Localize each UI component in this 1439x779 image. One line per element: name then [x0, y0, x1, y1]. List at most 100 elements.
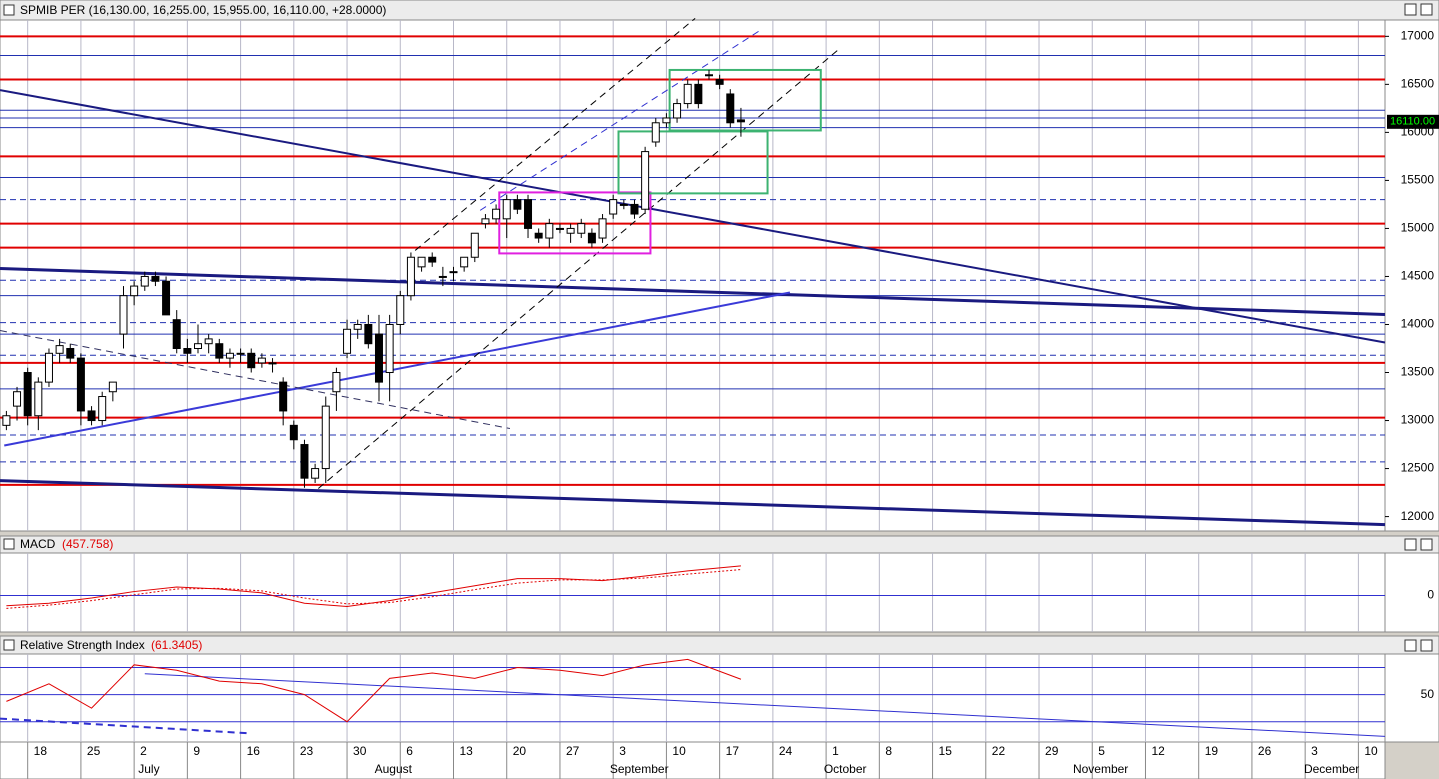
macd-value: (457.758): [62, 537, 113, 551]
candle-body: [311, 468, 320, 479]
candle-body: [460, 256, 469, 268]
month-label: September: [610, 762, 669, 776]
close-button[interactable]: [1420, 639, 1433, 652]
candle-body: [566, 227, 575, 234]
rsi-header: [0, 635, 1439, 655]
rsi-axis: [1384, 653, 1439, 743]
candle-body: [438, 275, 447, 278]
candle-body: [662, 117, 671, 124]
x-tick-label: 12: [1151, 744, 1165, 758]
rsi-value: (61.3405): [151, 638, 202, 652]
candle-body: [609, 199, 618, 215]
candle-body: [630, 203, 639, 215]
macd-plot: [0, 552, 1386, 633]
candle-body: [55, 345, 64, 354]
trendline: [0, 330, 511, 430]
y-tick-label: 16500: [1401, 77, 1435, 91]
candle-body: [321, 405, 330, 470]
panel-icon: [3, 4, 15, 16]
restore-button[interactable]: [1404, 639, 1417, 652]
macd-title: MACD: [20, 537, 56, 551]
candle-body: [183, 348, 192, 354]
candle-body: [683, 83, 692, 105]
candle-body: [76, 357, 85, 412]
candle-body: [140, 275, 149, 287]
y-tick-label: 0: [1427, 588, 1434, 602]
rsi-plot: [0, 653, 1386, 743]
x-tick-label: 6: [406, 744, 413, 758]
candle-body: [364, 323, 373, 345]
candle-body: [34, 381, 43, 417]
candle-body: [130, 285, 139, 297]
rsi-title: Relative Strength Index: [20, 638, 145, 652]
y-tick-label: 12000: [1401, 509, 1435, 523]
candle-body: [534, 232, 543, 239]
candle-body: [651, 122, 660, 143]
candle-body: [87, 410, 96, 422]
trendline: [317, 47, 841, 489]
last-price-label: 16110.00: [1390, 116, 1435, 128]
trendline: [0, 266, 1386, 316]
candle-body: [641, 151, 650, 210]
panel-icon: [3, 639, 15, 651]
candle-body: [194, 343, 203, 349]
x-tick-label: 27: [566, 744, 580, 758]
candle-body: [23, 372, 32, 417]
main-axis: [1384, 19, 1439, 532]
candle-body: [332, 372, 341, 393]
trendline: [0, 89, 1386, 344]
candle-body: [396, 295, 405, 325]
x-tick-label: 20: [513, 744, 527, 758]
candle-body: [44, 352, 53, 383]
x-tick-label: 22: [992, 744, 1006, 758]
candle-body: [513, 199, 522, 210]
y-tick-label: 12500: [1401, 461, 1435, 475]
candle-body: [417, 256, 426, 268]
candle-body: [13, 391, 22, 407]
candle-body: [470, 232, 479, 258]
y-tick-label: 13500: [1401, 365, 1435, 379]
candle-body: [481, 218, 490, 225]
y-tick-label: 15000: [1401, 221, 1435, 235]
candle-body: [98, 396, 107, 422]
candle-body: [492, 208, 501, 220]
candle-body: [598, 218, 607, 239]
candle-body: [343, 328, 352, 354]
x-tick-label: 10: [672, 744, 686, 758]
x-tick-label: 29: [1045, 744, 1059, 758]
candle-body: [619, 203, 628, 206]
candle-body: [236, 352, 245, 355]
trendline: [414, 17, 696, 251]
candle-body: [577, 223, 586, 234]
restore-button[interactable]: [1404, 538, 1417, 551]
x-tick-label: 1: [832, 744, 839, 758]
y-tick-label: 14500: [1401, 269, 1435, 283]
candle-body: [162, 280, 171, 316]
candle-body: [257, 357, 266, 364]
candle-body: [2, 415, 11, 426]
x-tick-label: 30: [353, 744, 367, 758]
trendline: [4, 291, 791, 447]
x-tick-label: 3: [1311, 744, 1318, 758]
macd-axis: [1384, 552, 1439, 633]
panel-icon: [3, 538, 15, 550]
candle-body: [172, 319, 181, 349]
close-button[interactable]: [1420, 3, 1433, 16]
y-tick-label: 13000: [1401, 413, 1435, 427]
indicator-line: [6, 569, 741, 609]
close-button[interactable]: [1420, 538, 1433, 551]
candle-body: [268, 362, 277, 365]
candle-body: [406, 256, 415, 297]
candle-body: [66, 348, 75, 359]
y-tick-label: 50: [1421, 687, 1435, 701]
candle-body: [726, 93, 735, 124]
x-tick-label: 23: [300, 744, 314, 758]
y-tick-label: 15500: [1401, 173, 1435, 187]
restore-button[interactable]: [1404, 3, 1417, 16]
highlight-box: [498, 191, 652, 255]
candle-body: [204, 338, 213, 345]
y-tick-label: 14000: [1401, 317, 1435, 331]
main-title: SPMIB PER (16,130.00, 16,255.00, 15,955.…: [20, 3, 386, 17]
